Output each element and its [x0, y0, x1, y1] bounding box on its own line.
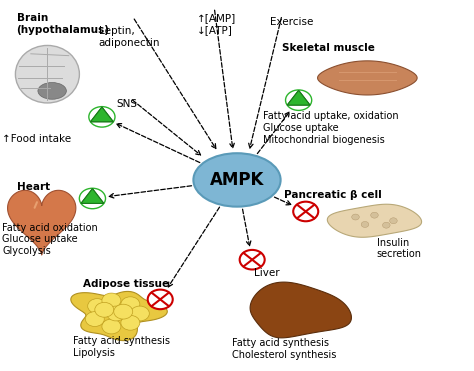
Circle shape: [89, 106, 115, 127]
Circle shape: [107, 306, 126, 321]
Text: Fatty acid oxidation
Glucose uptake
Glycolysis: Fatty acid oxidation Glucose uptake Glyc…: [2, 223, 98, 256]
Text: ↑[AMP]
↓[ATP]: ↑[AMP] ↓[ATP]: [197, 13, 236, 35]
Text: Heart: Heart: [17, 183, 50, 192]
Polygon shape: [318, 61, 417, 95]
Text: Liver: Liver: [254, 268, 279, 278]
Circle shape: [148, 290, 173, 309]
Polygon shape: [250, 282, 351, 338]
Polygon shape: [91, 107, 113, 122]
Text: Brain
(hypothalamus): Brain (hypothalamus): [17, 13, 109, 35]
Circle shape: [85, 312, 104, 326]
Circle shape: [102, 293, 121, 308]
Circle shape: [285, 90, 312, 111]
Circle shape: [383, 222, 390, 228]
Circle shape: [352, 214, 359, 220]
Polygon shape: [8, 190, 76, 255]
Circle shape: [130, 306, 149, 321]
Circle shape: [114, 304, 133, 319]
Text: AMPK: AMPK: [210, 171, 264, 189]
Circle shape: [79, 188, 106, 209]
Text: SNS: SNS: [116, 99, 137, 109]
Circle shape: [102, 319, 121, 334]
Circle shape: [371, 212, 378, 218]
Polygon shape: [287, 91, 310, 105]
Circle shape: [121, 315, 140, 330]
Ellipse shape: [38, 82, 66, 99]
Circle shape: [240, 250, 264, 269]
Polygon shape: [328, 204, 421, 237]
Polygon shape: [81, 189, 104, 203]
Ellipse shape: [15, 45, 80, 103]
Text: ↑Food intake: ↑Food intake: [2, 134, 72, 144]
Circle shape: [88, 299, 107, 313]
Text: Exercise: Exercise: [270, 17, 314, 27]
Polygon shape: [81, 189, 104, 203]
Circle shape: [390, 218, 397, 224]
Text: Pancreatic β cell: Pancreatic β cell: [284, 190, 382, 200]
Text: Adipose tissue: Adipose tissue: [83, 279, 169, 289]
Text: Fatty acid synthesis
Lipolysis: Fatty acid synthesis Lipolysis: [73, 336, 171, 358]
Text: Skeletal muscle: Skeletal muscle: [282, 43, 375, 53]
Polygon shape: [71, 291, 167, 341]
Circle shape: [95, 302, 114, 317]
Polygon shape: [287, 91, 310, 105]
Circle shape: [361, 221, 369, 227]
Text: Insulin
secretion: Insulin secretion: [377, 238, 422, 259]
Ellipse shape: [193, 153, 281, 207]
Text: Leptin,
adiponectin: Leptin, adiponectin: [99, 26, 160, 48]
Polygon shape: [91, 107, 113, 122]
Text: Fatty acid synthesis
Cholesterol synthesis: Fatty acid synthesis Cholesterol synthes…: [232, 338, 337, 359]
Circle shape: [293, 202, 318, 221]
Text: Fatty acid uptake, oxidation
Glucose uptake
Mitochondrial biogenesis: Fatty acid uptake, oxidation Glucose upt…: [263, 111, 399, 145]
Circle shape: [121, 297, 140, 312]
